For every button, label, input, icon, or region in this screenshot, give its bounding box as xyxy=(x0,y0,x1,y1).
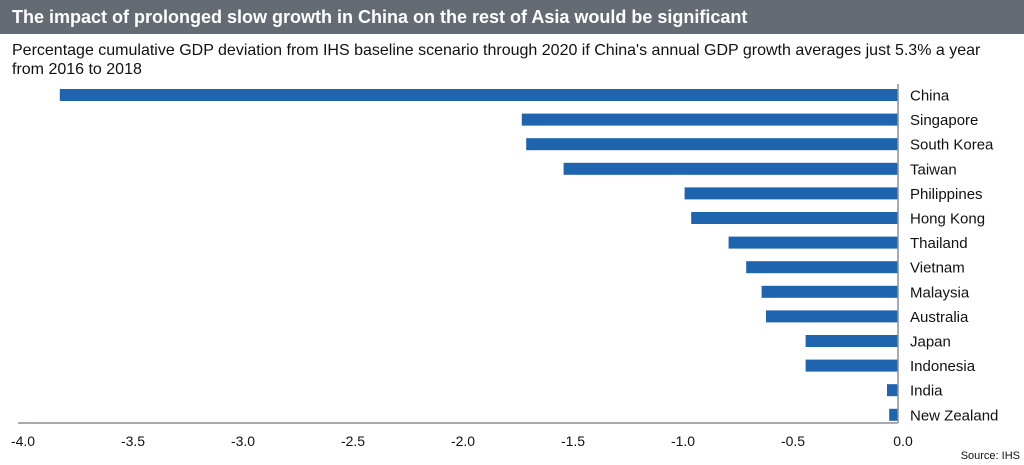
category-label: New Zealand xyxy=(910,407,998,424)
chart-subtitle: Percentage cumulative GDP deviation from… xyxy=(12,42,981,78)
x-tick-label: -1.0 xyxy=(671,433,695,449)
x-tick-label: -2.0 xyxy=(451,433,475,449)
x-tick-label: -3.0 xyxy=(231,433,255,449)
bar-thailand xyxy=(728,236,898,249)
chart-title: The impact of prolonged slow growth in C… xyxy=(12,7,748,27)
bar-japan xyxy=(805,335,898,347)
category-label: Philippines xyxy=(910,186,983,203)
category-label: Malaysia xyxy=(910,284,970,301)
source-note: Source: IHS xyxy=(960,450,1020,462)
category-label: Taiwan xyxy=(910,161,957,178)
x-tick-label: 0.0 xyxy=(893,433,913,449)
category-label: Japan xyxy=(910,334,951,351)
x-tick-label: -4.0 xyxy=(11,433,35,449)
x-tick-label: -0.5 xyxy=(781,433,805,449)
bar-malaysia xyxy=(761,285,898,298)
bar-singapore xyxy=(521,113,898,126)
bar-south-korea xyxy=(526,138,898,151)
bar-taiwan xyxy=(563,162,898,175)
title-bar: The impact of prolonged slow growth in C… xyxy=(0,0,1024,34)
x-tick-label: -1.5 xyxy=(561,433,585,449)
category-label: Thailand xyxy=(910,235,968,252)
category-label: Singapore xyxy=(910,112,978,129)
x-tick-label: -2.5 xyxy=(341,433,365,449)
category-label: Australia xyxy=(910,309,969,326)
bar-hong-kong xyxy=(691,212,898,224)
x-tick-label: -3.5 xyxy=(121,433,145,449)
bar-india xyxy=(887,384,898,397)
category-label: Hong Kong xyxy=(910,211,985,228)
bar-australia xyxy=(766,310,898,323)
bar-vietnam xyxy=(746,261,898,274)
bar-new-zealand xyxy=(889,408,898,421)
category-label: India xyxy=(910,383,943,400)
category-label: Vietnam xyxy=(910,260,965,277)
category-label: Indonesia xyxy=(910,358,976,375)
bar-china xyxy=(59,89,899,101)
category-label: South Korea xyxy=(910,137,994,154)
bar-philippines xyxy=(684,187,898,200)
category-label: China xyxy=(910,88,950,105)
bar-indonesia xyxy=(805,359,898,372)
